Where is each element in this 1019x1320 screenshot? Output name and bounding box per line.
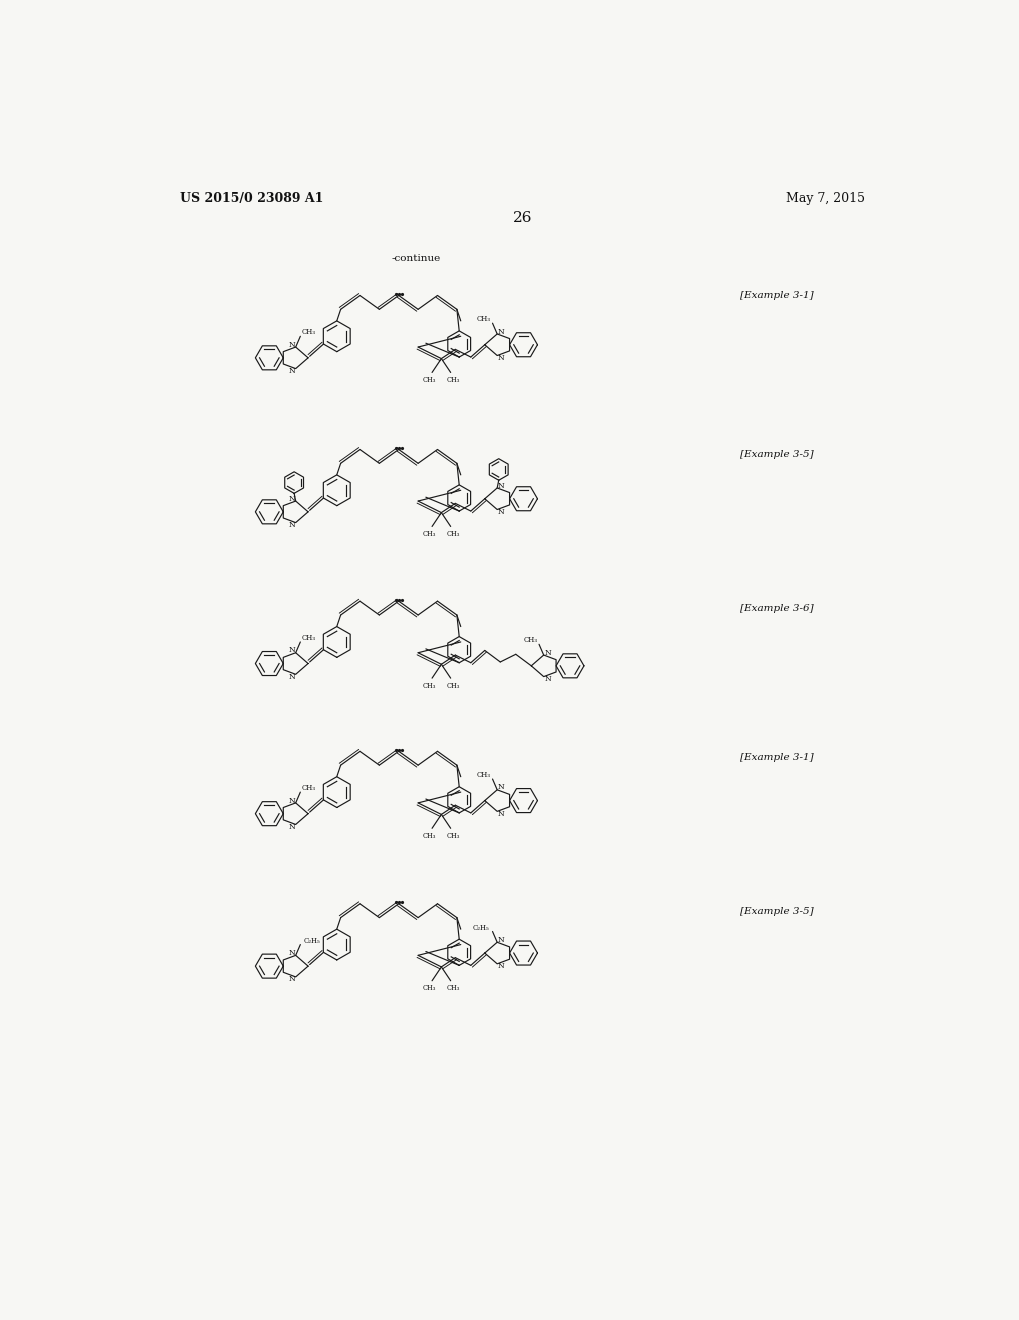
Text: N: N xyxy=(497,784,504,792)
Text: CH₃: CH₃ xyxy=(446,832,460,840)
Text: CH₃: CH₃ xyxy=(446,531,460,539)
Text: N: N xyxy=(497,354,504,362)
Text: N: N xyxy=(288,341,294,348)
Text: CH₃: CH₃ xyxy=(446,985,460,993)
Text: N: N xyxy=(497,962,504,970)
Text: May 7, 2015: May 7, 2015 xyxy=(786,191,864,205)
Text: N: N xyxy=(288,367,294,375)
Text: CH₃: CH₃ xyxy=(446,682,460,690)
Text: CH₃: CH₃ xyxy=(302,784,316,792)
Text: CH₃: CH₃ xyxy=(446,376,460,384)
Text: N: N xyxy=(497,327,504,335)
Text: 26: 26 xyxy=(513,211,532,226)
Text: CH₃: CH₃ xyxy=(302,329,316,337)
Text: N: N xyxy=(288,975,294,983)
Text: [Example 3-1]: [Example 3-1] xyxy=(739,752,812,762)
Text: CH₃: CH₃ xyxy=(422,376,435,384)
Text: N: N xyxy=(288,495,294,503)
Text: C₂H₅: C₂H₅ xyxy=(472,924,489,932)
Text: N: N xyxy=(497,508,504,516)
Text: N: N xyxy=(497,482,504,490)
Text: CH₃: CH₃ xyxy=(422,531,435,539)
Text: N: N xyxy=(288,822,294,830)
Text: CH₃: CH₃ xyxy=(422,682,435,690)
Text: N: N xyxy=(288,673,294,681)
Text: CH₃: CH₃ xyxy=(477,315,490,323)
Text: CH₃: CH₃ xyxy=(422,832,435,840)
Text: [Example 3-5]: [Example 3-5] xyxy=(739,450,812,459)
Text: N: N xyxy=(544,675,550,682)
Text: N: N xyxy=(497,936,504,944)
Text: CH₃: CH₃ xyxy=(477,771,490,779)
Text: N: N xyxy=(288,647,294,655)
Text: N: N xyxy=(288,949,294,957)
Text: N: N xyxy=(497,809,504,817)
Text: CH₃: CH₃ xyxy=(422,985,435,993)
Text: C₂H₅: C₂H₅ xyxy=(303,937,320,945)
Text: N: N xyxy=(544,648,550,657)
Text: CH₃: CH₃ xyxy=(523,636,537,644)
Text: [Example 3-5]: [Example 3-5] xyxy=(739,907,812,916)
Text: -continue: -continue xyxy=(391,253,440,263)
Text: [Example 3-1]: [Example 3-1] xyxy=(739,290,812,300)
Text: [Example 3-6]: [Example 3-6] xyxy=(739,605,812,614)
Text: CH₃: CH₃ xyxy=(302,634,316,642)
Text: N: N xyxy=(288,521,294,529)
Text: N: N xyxy=(288,796,294,805)
Text: US 2015/0 23089 A1: US 2015/0 23089 A1 xyxy=(180,191,323,205)
